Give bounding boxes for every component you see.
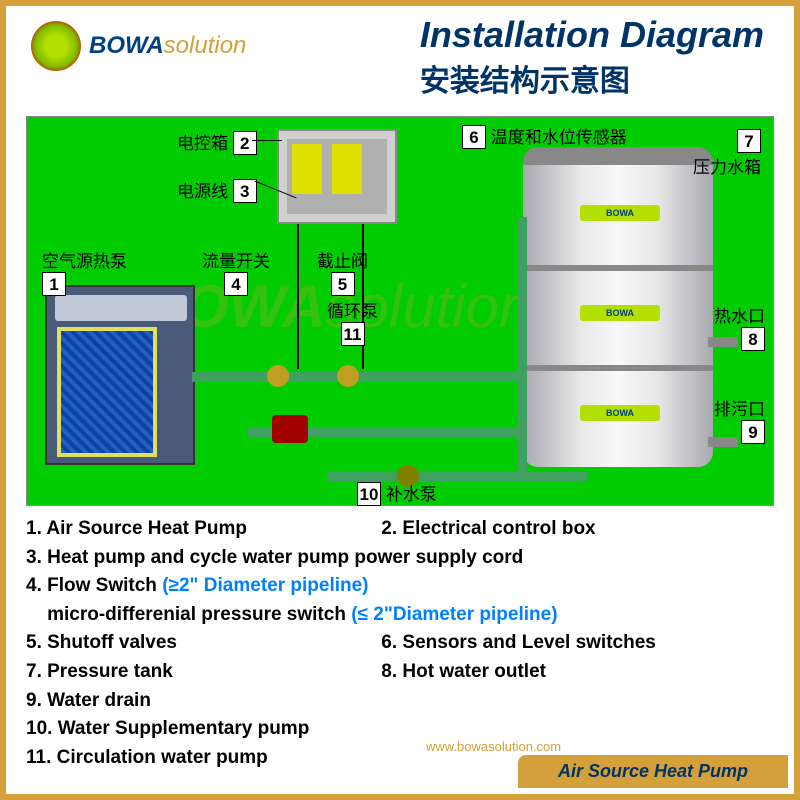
title-en: Installation Diagram [420, 14, 764, 56]
callout-8: 热水口 8 [714, 302, 765, 351]
leg-4a: micro-differenial pressure switch [26, 604, 351, 625]
legend-row-4: micro-differenial pressure switch (≤ 2"D… [26, 602, 774, 629]
title-cn: 安装结构示意图 [420, 56, 764, 100]
callout-2-cn: 电控箱 [177, 134, 228, 153]
callout-8-num: 8 [741, 327, 765, 351]
tank-brand-1: BOWA [580, 205, 660, 221]
cb-meter-1 [292, 144, 322, 194]
callout-10: 10 补水泵 [357, 480, 437, 506]
tank-brand-3: BOWA [580, 405, 660, 421]
callout-11: 循环泵 11 [327, 297, 378, 346]
pipe-main [192, 372, 527, 382]
tank-brand-2: BOWA [580, 305, 660, 321]
leg-5a: 5. Shutoff valves [26, 630, 376, 657]
heat-pump-unit [45, 285, 195, 465]
brand-suffix: solution [164, 32, 247, 59]
footer: www.bowasolution.com Air Source Heat Pum… [426, 756, 788, 788]
legend-row-7: 9. Water drain [26, 688, 774, 715]
callout-5: 截止阀 5 [317, 247, 368, 296]
pipe-vert [517, 217, 527, 477]
pressure-tank: BOWA BOWA BOWA [523, 147, 713, 467]
footer-label: Air Source Heat Pump [518, 755, 788, 788]
callout-11-num: 11 [341, 322, 365, 346]
legend-row-3: 4. Flow Switch (≥2" Diameter pipeline) [26, 573, 774, 600]
callout-10-cn: 补水泵 [386, 485, 437, 504]
control-box [277, 129, 397, 224]
callout-5-num: 5 [331, 272, 355, 296]
callout-3: 电源线 3 [177, 177, 257, 203]
callout-7-num: 7 [737, 129, 761, 153]
tank-band-1 [523, 265, 713, 271]
callout-2-num: 2 [233, 131, 257, 155]
leader-2 [252, 140, 282, 141]
legend-row-6: 7. Pressure tank 8. Hot water outlet [26, 659, 774, 686]
legend-row-2: 3. Heat pump and cycle water pump power … [26, 545, 774, 572]
callout-3-num: 3 [233, 179, 257, 203]
callout-8-cn: 热水口 [714, 307, 765, 326]
diagram-canvas: BOWAsolution BOWA BOWA BOWA [26, 116, 774, 506]
leg-3a: 4. Flow Switch [26, 575, 162, 596]
leg-6a: 7. Pressure tank [26, 659, 376, 686]
diagram-frame: BOWAsolution Installation Diagram 安装结构示意… [0, 0, 800, 800]
callout-4: 流量开关 4 [202, 247, 270, 296]
leg-6b: 8. Hot water outlet [381, 661, 546, 682]
callout-6-cn: 温度和水位传感器 [491, 128, 627, 147]
callout-9-num: 9 [741, 420, 765, 444]
logo-text: BOWAsolution [89, 32, 246, 60]
callout-6-num: 6 [462, 125, 486, 149]
tank-band-2 [523, 365, 713, 371]
callout-7: 7 压力水箱 [693, 129, 761, 178]
title-block: Installation Diagram 安装结构示意图 [420, 14, 764, 100]
callout-10-num: 10 [357, 482, 381, 506]
legend-row-8: 10. Water Supplementary pump [26, 716, 774, 743]
shutoff-valve [337, 365, 359, 387]
callout-2: 电控箱 2 [177, 129, 257, 155]
leg-4b: (≤ 2"Diameter pipeline) [351, 604, 557, 625]
callout-4-cn: 流量开关 [202, 252, 270, 271]
hp-grille [57, 327, 157, 457]
circulation-pump [272, 415, 308, 443]
brand-name: BOWA [89, 32, 164, 59]
callout-9-cn: 排污口 [714, 400, 765, 419]
leg-1a: 1. Air Source Heat Pump [26, 516, 376, 543]
callout-1-num: 1 [42, 272, 66, 296]
callout-7-cn: 压力水箱 [693, 158, 761, 177]
callout-6: 6 温度和水位传感器 [462, 123, 627, 149]
flow-switch [267, 365, 289, 387]
footer-url: www.bowasolution.com [426, 739, 561, 754]
leg-5b: 6. Sensors and Level switches [381, 632, 656, 653]
cb-inner [287, 139, 387, 214]
legend-row-5: 5. Shutoff valves 6. Sensors and Level s… [26, 630, 774, 657]
legend: 1. Air Source Heat Pump 2. Electrical co… [26, 516, 774, 773]
logo-swirl-icon [31, 21, 81, 71]
callout-3-cn: 电源线 [177, 182, 228, 201]
callout-1-cn: 空气源热泵 [42, 252, 127, 271]
callout-9: 排污口 9 [714, 395, 765, 444]
hp-top-panel [55, 295, 187, 321]
callout-4-num: 4 [224, 272, 248, 296]
callout-1: 空气源热泵 1 [42, 247, 127, 296]
legend-row-1: 1. Air Source Heat Pump 2. Electrical co… [26, 516, 774, 543]
callout-5-cn: 截止阀 [317, 252, 368, 271]
cable-1 [297, 224, 299, 369]
leg-3b: (≥2" Diameter pipeline) [162, 575, 368, 596]
callout-11-cn: 循环泵 [327, 302, 378, 321]
cb-meter-2 [332, 144, 362, 194]
brand-logo: BOWAsolution [31, 21, 246, 71]
leg-1b: 2. Electrical control box [381, 518, 595, 539]
